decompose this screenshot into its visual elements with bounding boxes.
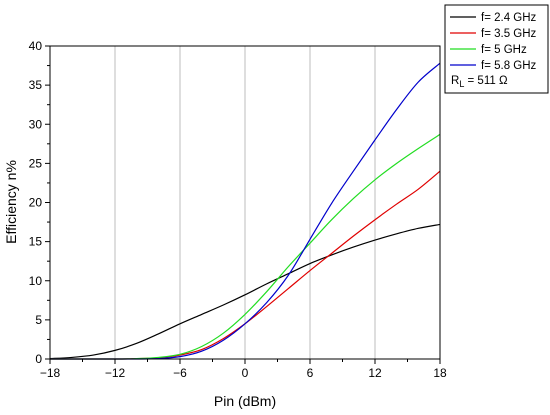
y-axis-label: Efficiency n%	[3, 160, 19, 244]
x-tick-label: −6	[173, 366, 187, 380]
x-tick-label: −18	[40, 366, 61, 380]
y-tick-label: 25	[29, 156, 43, 170]
y-tick-label: 15	[29, 235, 43, 249]
x-tick-label: 12	[368, 366, 382, 380]
annotation-main: R	[451, 75, 459, 87]
x-tick-label: 6	[307, 366, 314, 380]
y-axis-ticks: 0 5 10 15 20 25 30 35 40	[29, 39, 50, 366]
annotation-rest: = 511 Ω	[464, 75, 508, 87]
x-tick-label: 0	[242, 366, 249, 380]
legend-label: f= 3.5 GHz	[481, 28, 537, 40]
legend: f= 2.4 GHz f= 3.5 GHz f= 5 GHz f= 5.8 GHz R…	[444, 4, 549, 94]
y-tick-label: 40	[29, 39, 43, 53]
y-tick-label: 10	[29, 274, 43, 288]
y-tick-label: 35	[29, 78, 43, 92]
legend-label: f= 5 GHz	[481, 44, 527, 56]
x-tick-label: 18	[433, 366, 447, 380]
series-line-1	[49, 223, 441, 360]
y-tick-label: 20	[29, 196, 43, 210]
grid-lines	[114, 46, 376, 359]
legend-items: f= 2.4 GHz f= 3.5 GHz f= 5 GHz f= 5.8 GHz	[450, 12, 537, 72]
series-layer	[49, 62, 441, 360]
series-line-3	[49, 133, 441, 360]
y-tick-label: 0	[35, 352, 42, 366]
legend-label: f= 2.4 GHz	[481, 12, 537, 24]
y-tick-label: 30	[29, 117, 43, 131]
x-axis-ticks: −18 −12 −6 0 6 12 18	[40, 359, 447, 380]
legend-label: f= 5.8 GHz	[481, 60, 537, 72]
x-axis-label: Pin (dBm)	[214, 393, 276, 409]
x-tick-label: −12	[105, 366, 126, 380]
annotation-subscript: L	[459, 79, 464, 89]
y-tick-label: 5	[35, 313, 42, 327]
legend-annotation: RL = 511 Ω	[451, 75, 508, 89]
